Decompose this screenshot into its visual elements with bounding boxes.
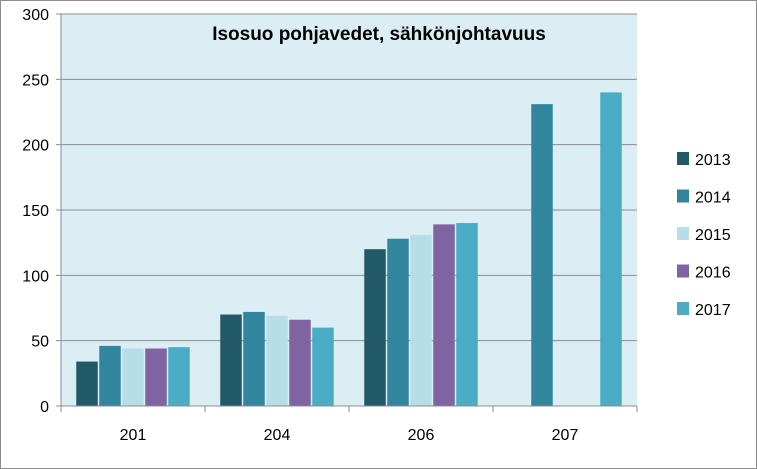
legend-label-2017: 2017 — [695, 302, 731, 319]
bar-2013-201 — [76, 361, 98, 406]
legend-swatch-2015 — [677, 227, 689, 240]
y-tick-label: 300 — [22, 7, 49, 24]
legend-label-2015: 2015 — [695, 227, 731, 244]
x-tick-labels: 201 204 206 207 — [120, 427, 579, 444]
x-tick-label: 207 — [552, 427, 579, 444]
bar-2014-201 — [99, 345, 121, 406]
x-tick-label: 206 — [408, 427, 435, 444]
y-tick-labels: 0 50 100 150 200 250 300 — [22, 7, 49, 416]
chart-title: Isosuo pohjavedet, sähkönjohtavuus — [212, 24, 546, 45]
legend-swatch-2016 — [677, 264, 689, 278]
bar-2016-204 — [289, 319, 311, 406]
bar-2014-207 — [531, 104, 553, 406]
legend-label-2013: 2013 — [695, 152, 731, 169]
x-tick-label: 204 — [264, 427, 291, 444]
y-tick-label: 50 — [31, 334, 49, 351]
bar-2013-204 — [220, 314, 242, 406]
bar-2017-206 — [456, 223, 478, 406]
bar-2013-206 — [364, 249, 386, 406]
bar-2014-204 — [243, 311, 265, 406]
x-tick-label: 201 — [120, 427, 147, 444]
legend-label-2016: 2016 — [695, 265, 731, 282]
legend-swatch-2013 — [677, 152, 689, 165]
gridlines — [61, 13, 637, 342]
bar-2017-201 — [168, 347, 190, 406]
bar-2015-206 — [410, 234, 432, 406]
y-tick-label: 200 — [22, 138, 49, 155]
bar-2017-207 — [600, 92, 622, 407]
legend-label-2014: 2014 — [695, 190, 731, 207]
bar-2016-201 — [145, 348, 167, 406]
y-tick-label: 150 — [22, 203, 49, 220]
legend-swatch-2017 — [677, 302, 689, 315]
bar-2015-201 — [122, 348, 144, 406]
legend: 2013 2014 2015 2016 2017 — [677, 152, 731, 319]
y-tick-label: 100 — [22, 268, 49, 285]
bar-2016-206 — [433, 224, 455, 406]
y-tick-label: 250 — [22, 72, 49, 89]
bar-2014-206 — [387, 238, 409, 406]
bar-2017-204 — [312, 327, 334, 406]
bar-2015-204 — [266, 315, 288, 406]
y-tick-label: 0 — [40, 399, 49, 416]
bars — [76, 92, 622, 407]
legend-swatch-2014 — [677, 189, 689, 203]
axes — [56, 13, 638, 412]
